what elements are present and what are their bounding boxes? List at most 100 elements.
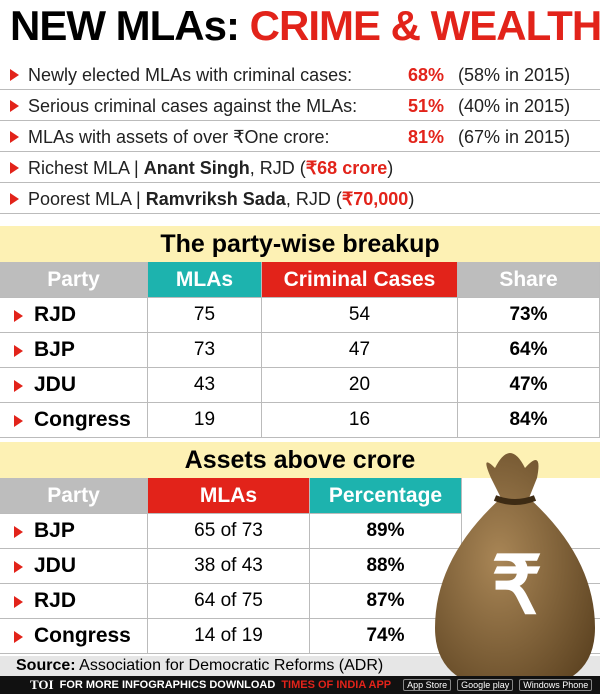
profile-party: , RJD ( [285, 189, 342, 209]
profile-party: , RJD ( [249, 158, 306, 178]
profile-close: ) [387, 158, 394, 178]
table-cell: Congress [0, 619, 148, 654]
cell-text: 87% [366, 590, 405, 611]
profile-amount: ₹70,000 [341, 189, 409, 209]
cell-text: 43 [193, 374, 216, 395]
profile-label: Poorest MLA | [28, 189, 141, 209]
fact-note: (67% in 2015) [458, 127, 571, 147]
cell-text: 84% [509, 409, 548, 430]
table-cell: 16 [262, 403, 458, 438]
column-header: Criminal Cases [262, 262, 458, 298]
money-bag: ₹ [435, 453, 595, 690]
badges: App Store Google play Windows Phone [403, 679, 593, 691]
fact-row: Serious criminal cases against the MLAs:… [0, 91, 600, 121]
cell-text: 65 of 73 [194, 520, 263, 541]
title-text: NEW MLAs: [10, 2, 240, 49]
table-cell: 75 [148, 298, 262, 333]
cell-text: 47 [348, 339, 371, 360]
cell-text: Congress [34, 624, 131, 647]
store-badge: Windows Phone [519, 679, 593, 691]
bullet-arrow [14, 310, 23, 322]
fact-note: (40% in 2015) [458, 96, 571, 116]
profile-label: Richest MLA | [28, 158, 139, 178]
cell-text: 64% [509, 339, 548, 360]
profile-line: Poorest MLA | Ramvriksh Sada, RJD (₹70,00… [28, 189, 414, 210]
bullet-arrow [10, 162, 19, 174]
cell-text: 74% [366, 625, 405, 646]
footer-bar: TOI FOR MORE INFOGRAPHICS DOWNLOAD TIMES… [0, 676, 600, 694]
column-header: Party [0, 262, 148, 298]
table-cell: JDU [0, 368, 148, 403]
bullet-arrow [14, 415, 23, 427]
fact-row: MLAs with assets of over ₹One crore: 81% (… [0, 122, 600, 152]
bullet-arrow [14, 526, 23, 538]
cell-text: 75 [193, 304, 216, 325]
column-header: Party [0, 478, 148, 514]
table-cell: 47% [458, 368, 600, 403]
table-cell: 64% [458, 333, 600, 368]
fact-value: 81% [408, 127, 445, 147]
cell-text: JDU [34, 373, 77, 396]
bullet-arrow [10, 193, 19, 205]
bullet-arrow [10, 131, 19, 143]
cell-text: BJP [34, 519, 75, 542]
fact-label: Serious criminal cases against the MLAs: [28, 96, 358, 116]
bullet-arrow [10, 69, 19, 81]
cell-text: 73 [193, 339, 216, 360]
bullet-arrow [10, 100, 19, 112]
cell-text: JDU [34, 554, 77, 577]
profile-row: Poorest MLA | Ramvriksh Sada, RJD (₹70,00… [0, 184, 600, 214]
cell-text: RJD [34, 303, 77, 326]
cell-text: 73% [509, 304, 548, 325]
table-cell: 47 [262, 333, 458, 368]
profile-name: Anant Singh [143, 158, 250, 178]
profile-row: Richest MLA | Anant Singh, RJD (₹68 crore… [0, 153, 600, 183]
cell-text: 19 [193, 409, 216, 430]
column-header: MLAs [148, 478, 310, 514]
bag-body [435, 453, 595, 690]
table-cell: 54 [262, 298, 458, 333]
bullet-arrow [14, 596, 23, 608]
cell-text: 54 [348, 304, 371, 325]
promo: FOR MORE INFOGRAPHICS DOWNLOAD [59, 679, 276, 691]
brand: TOI [30, 677, 54, 692]
table-cell: BJP [0, 333, 148, 368]
cell-text: 14 of 19 [194, 625, 263, 646]
table-cell: 14 of 19 [148, 619, 310, 654]
table-cell: 73 [148, 333, 262, 368]
table-cell: RJD [0, 298, 148, 333]
source-text: Association for Democratic Reforms (ADR) [79, 657, 384, 674]
cell-text: 38 of 43 [194, 555, 263, 576]
app-name: TIMES OF INDIA APP [281, 679, 392, 691]
store-badge: App Store [403, 679, 452, 691]
table-cell: Congress [0, 403, 148, 438]
column-header: Share [458, 262, 600, 298]
table-cell: 19 [148, 403, 262, 438]
table-cell: 65 of 73 [148, 514, 310, 549]
profile-line: Richest MLA | Anant Singh, RJD (₹68 crore… [28, 158, 393, 179]
column-header: MLAs [148, 262, 262, 298]
table-cell: 20 [262, 368, 458, 403]
column-header: Percentage [310, 478, 462, 514]
bullet-arrow [14, 345, 23, 357]
fact-value: 68% [408, 65, 445, 85]
cell-text: RJD [34, 589, 77, 612]
source-label: Source: [16, 657, 76, 674]
section-title: The party-wise breakup [0, 226, 600, 262]
bag-tie [493, 495, 537, 505]
table-cell: 43 [148, 368, 262, 403]
profile-name: Ramvriksh Sada [145, 189, 286, 209]
cell-text: 20 [348, 374, 371, 395]
table-cell: JDU [0, 549, 148, 584]
cell-text: 88% [366, 555, 405, 576]
title: NEW MLAs: CRIME & WEALTH [10, 2, 600, 50]
profile-close: ) [408, 189, 415, 209]
bullet-arrow [14, 631, 23, 643]
fact-row: Newly elected MLAs with criminal cases: 6… [0, 60, 600, 90]
fact-label: MLAs with assets of over ₹One crore: [28, 127, 330, 147]
store-badge: Google play [457, 679, 514, 691]
table-cell: 73% [458, 298, 600, 333]
cell-text: 89% [366, 520, 405, 541]
bullet-arrow [14, 380, 23, 392]
